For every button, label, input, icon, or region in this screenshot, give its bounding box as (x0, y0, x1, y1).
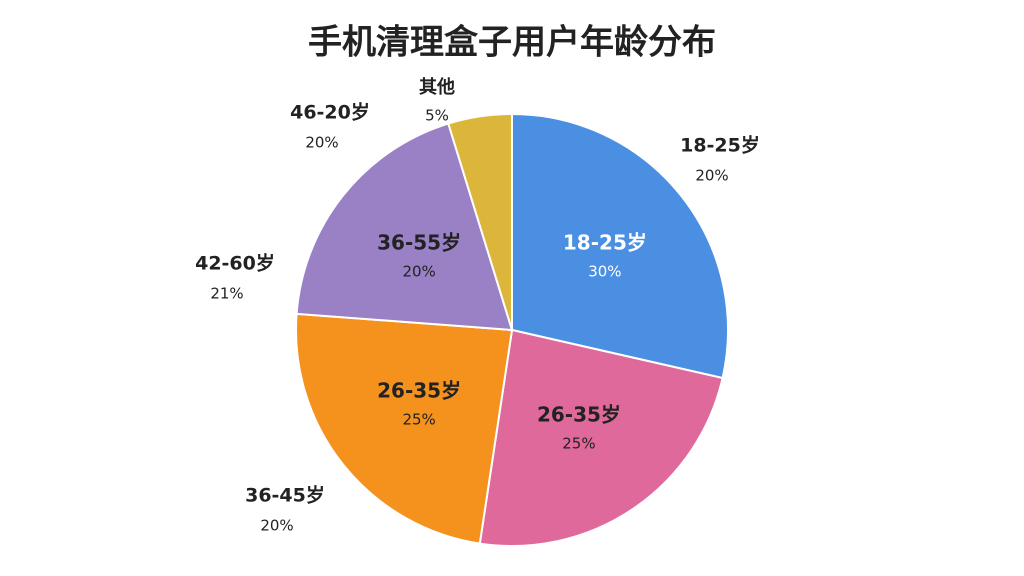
outer-value: 21% (210, 285, 243, 303)
pie (295, 112, 729, 547)
pie-slice (478, 328, 724, 547)
slice-label: 18-25岁 (563, 230, 647, 254)
slice-value: 30% (588, 262, 621, 280)
pie-slice (295, 312, 514, 545)
slice-label: 26-35岁 (377, 379, 461, 403)
slice-value: 25% (402, 411, 435, 429)
slice-label: 其他 (419, 76, 455, 98)
outer-value: 20% (260, 517, 293, 535)
labels: 18-25岁 30% 26-35岁 25% 26-35岁 25% 36-55岁 20% 其他 5%… (195, 76, 760, 535)
outer-label: 18-25岁 (680, 134, 760, 157)
pie-slice (295, 122, 514, 332)
slice-label: 36-55岁 (377, 230, 461, 254)
slice-value: 5% (425, 107, 449, 125)
slice-label: 26-35岁 (537, 403, 621, 427)
outer-label: 46-20岁 (290, 101, 370, 124)
slice-value: 25% (562, 435, 595, 453)
outer-label: 36-45岁 (245, 484, 325, 507)
pie-slice (511, 112, 729, 380)
pie-slice (447, 112, 513, 331)
outer-label: 42-60岁 (195, 252, 275, 275)
slice-value: 20% (402, 262, 435, 280)
outer-value: 20% (305, 134, 338, 152)
outer-value: 20% (695, 167, 728, 185)
chart-title: 手机清理盒子用户年龄分布 (308, 23, 716, 63)
